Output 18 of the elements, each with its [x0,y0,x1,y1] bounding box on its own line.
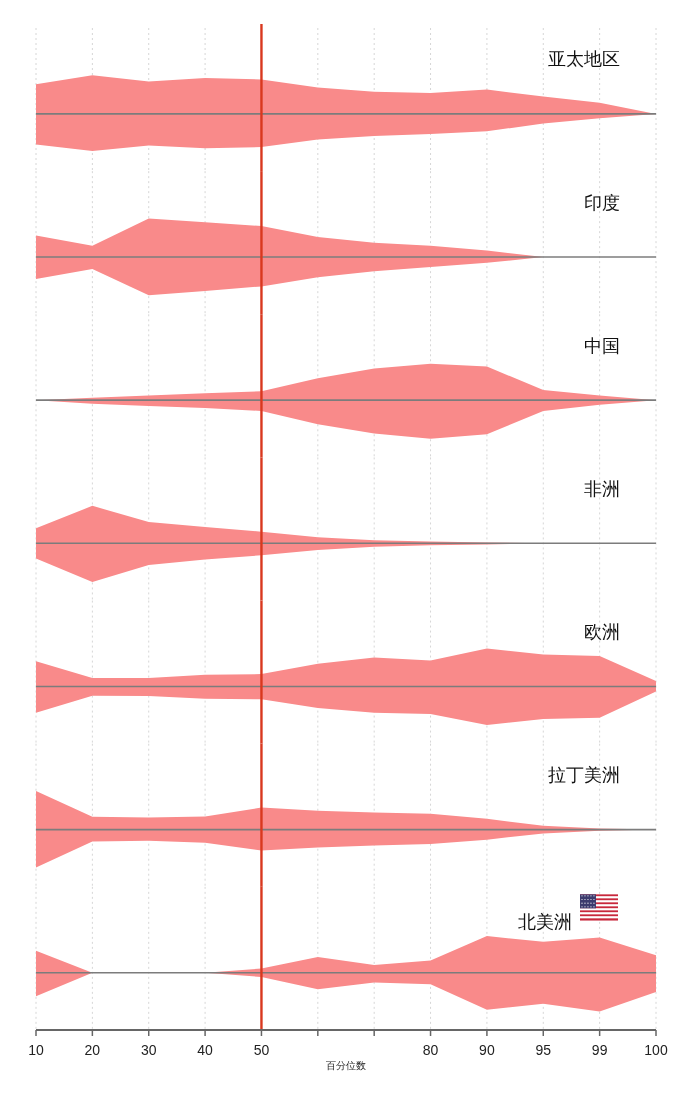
x-tick-label: 20 [84,1042,101,1058]
x-tick-label: 80 [422,1042,439,1058]
x-tick-label: 50 [253,1042,270,1058]
x-tick-label: 100 [644,1042,668,1058]
chart-title: 印度 [584,192,620,213]
chart-title: 北美洲 [518,912,572,933]
x-tick-label: 30 [140,1042,157,1058]
chart-title: 非洲 [584,478,620,499]
x-tick-label: 99 [591,1042,608,1058]
x-axis-title: 百分位数 [326,1060,366,1071]
x-tick-label: 40 [197,1042,214,1058]
x-tick-label: 95 [535,1042,552,1058]
chart-title: 欧洲 [584,622,620,643]
chart-title: 拉丁美洲 [548,765,620,786]
chart-title: 中国 [584,335,620,356]
chart-title: 亚太地区 [548,49,620,70]
x-tick-label: 10 [28,1042,44,1058]
x-tick-label: 90 [479,1042,495,1058]
